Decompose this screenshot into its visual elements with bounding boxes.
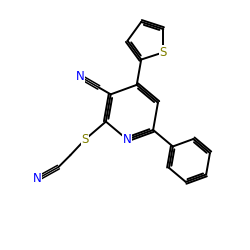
Text: N: N (76, 70, 84, 83)
Text: S: S (160, 46, 167, 59)
Text: N: N (33, 172, 42, 186)
Text: N: N (123, 133, 132, 146)
Text: S: S (82, 133, 89, 146)
